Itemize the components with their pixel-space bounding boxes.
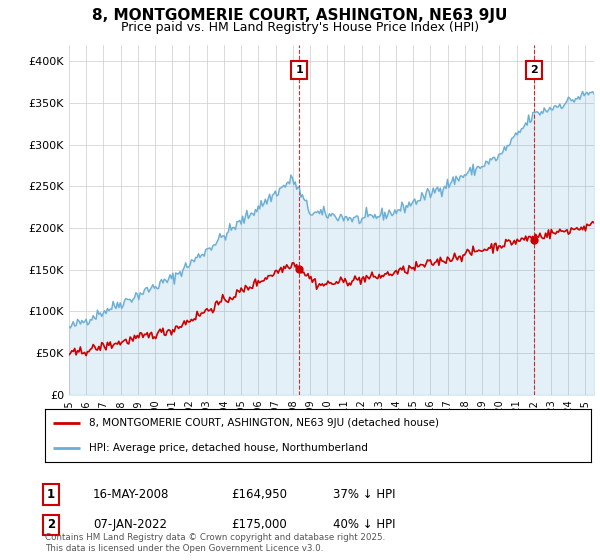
Text: 07-JAN-2022: 07-JAN-2022 <box>93 518 167 531</box>
Text: 40% ↓ HPI: 40% ↓ HPI <box>333 518 395 531</box>
Text: 8, MONTGOMERIE COURT, ASHINGTON, NE63 9JU: 8, MONTGOMERIE COURT, ASHINGTON, NE63 9J… <box>92 8 508 24</box>
Text: 2: 2 <box>47 518 55 531</box>
Text: 37% ↓ HPI: 37% ↓ HPI <box>333 488 395 501</box>
Text: 2: 2 <box>530 65 538 75</box>
Text: £175,000: £175,000 <box>231 518 287 531</box>
Text: Price paid vs. HM Land Registry's House Price Index (HPI): Price paid vs. HM Land Registry's House … <box>121 21 479 34</box>
Text: 1: 1 <box>47 488 55 501</box>
Text: 16-MAY-2008: 16-MAY-2008 <box>93 488 169 501</box>
Text: Contains HM Land Registry data © Crown copyright and database right 2025.
This d: Contains HM Land Registry data © Crown c… <box>45 533 385 553</box>
Text: 1: 1 <box>295 65 303 75</box>
Text: HPI: Average price, detached house, Northumberland: HPI: Average price, detached house, Nort… <box>89 442 368 452</box>
Text: 8, MONTGOMERIE COURT, ASHINGTON, NE63 9JU (detached house): 8, MONTGOMERIE COURT, ASHINGTON, NE63 9J… <box>89 418 439 428</box>
Text: £164,950: £164,950 <box>231 488 287 501</box>
